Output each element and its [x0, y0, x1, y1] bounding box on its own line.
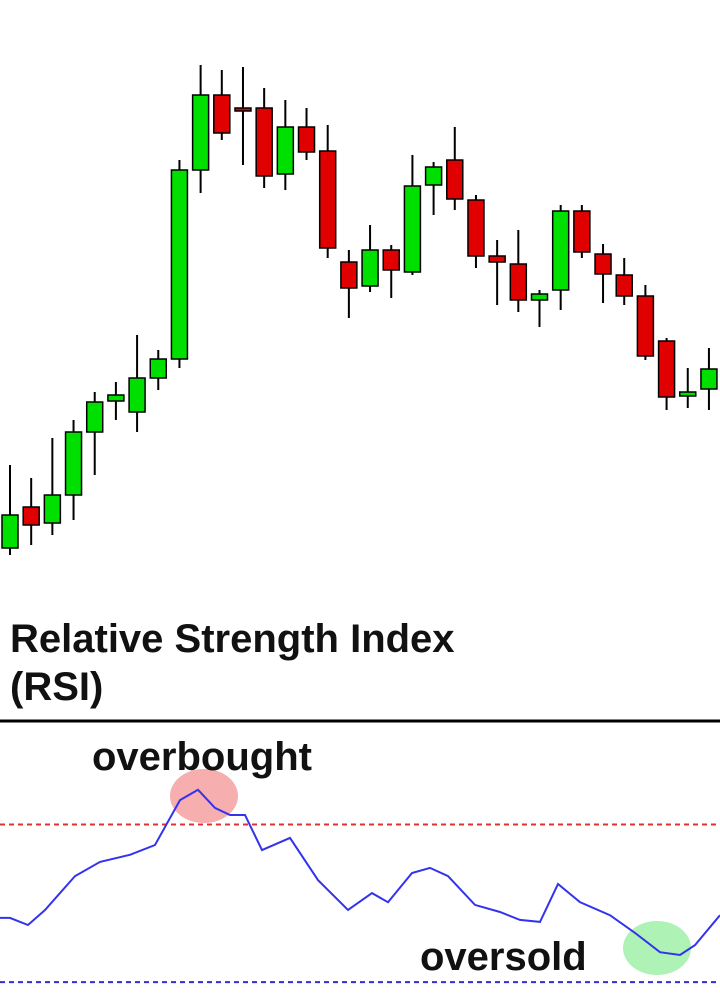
candle-body [679, 391, 697, 397]
candle-body [488, 255, 506, 263]
candle-body [551, 210, 570, 291]
candle-body [1, 514, 19, 549]
candle-body [403, 185, 422, 273]
candle-body [573, 210, 591, 253]
candle-body [234, 107, 252, 112]
candle-body [149, 358, 168, 379]
candle-body [128, 377, 146, 413]
candle-body [213, 94, 231, 134]
candle-body [382, 249, 400, 271]
rsi-title: (RSI) [10, 665, 103, 709]
candle-body [340, 261, 358, 289]
candle-body [276, 126, 295, 175]
candle-body [657, 340, 676, 398]
candle-body [297, 126, 316, 153]
annotation: oversold [420, 935, 587, 979]
candle-body [64, 431, 83, 496]
candle-body [467, 199, 485, 257]
candle-body [615, 274, 633, 297]
candle-body [170, 169, 189, 360]
candle-body [446, 159, 464, 200]
rsi-line [0, 788, 720, 957]
candle-body [43, 494, 62, 524]
candle-body [424, 166, 443, 186]
candle-body [85, 401, 104, 433]
annotation: overbought [92, 735, 312, 779]
candle-body [636, 295, 655, 357]
candle-body [22, 506, 40, 526]
candle-body [107, 394, 125, 402]
candle-body [530, 293, 549, 301]
candle-body [509, 263, 528, 301]
candle-body [700, 368, 718, 390]
oversold-highlight [623, 921, 691, 975]
candle-body [255, 107, 273, 177]
candle-body [318, 150, 337, 249]
candle-body [191, 94, 210, 171]
candle-body [361, 249, 379, 287]
rsi-title: Relative Strength Index [10, 617, 455, 661]
candle-body [594, 253, 612, 275]
